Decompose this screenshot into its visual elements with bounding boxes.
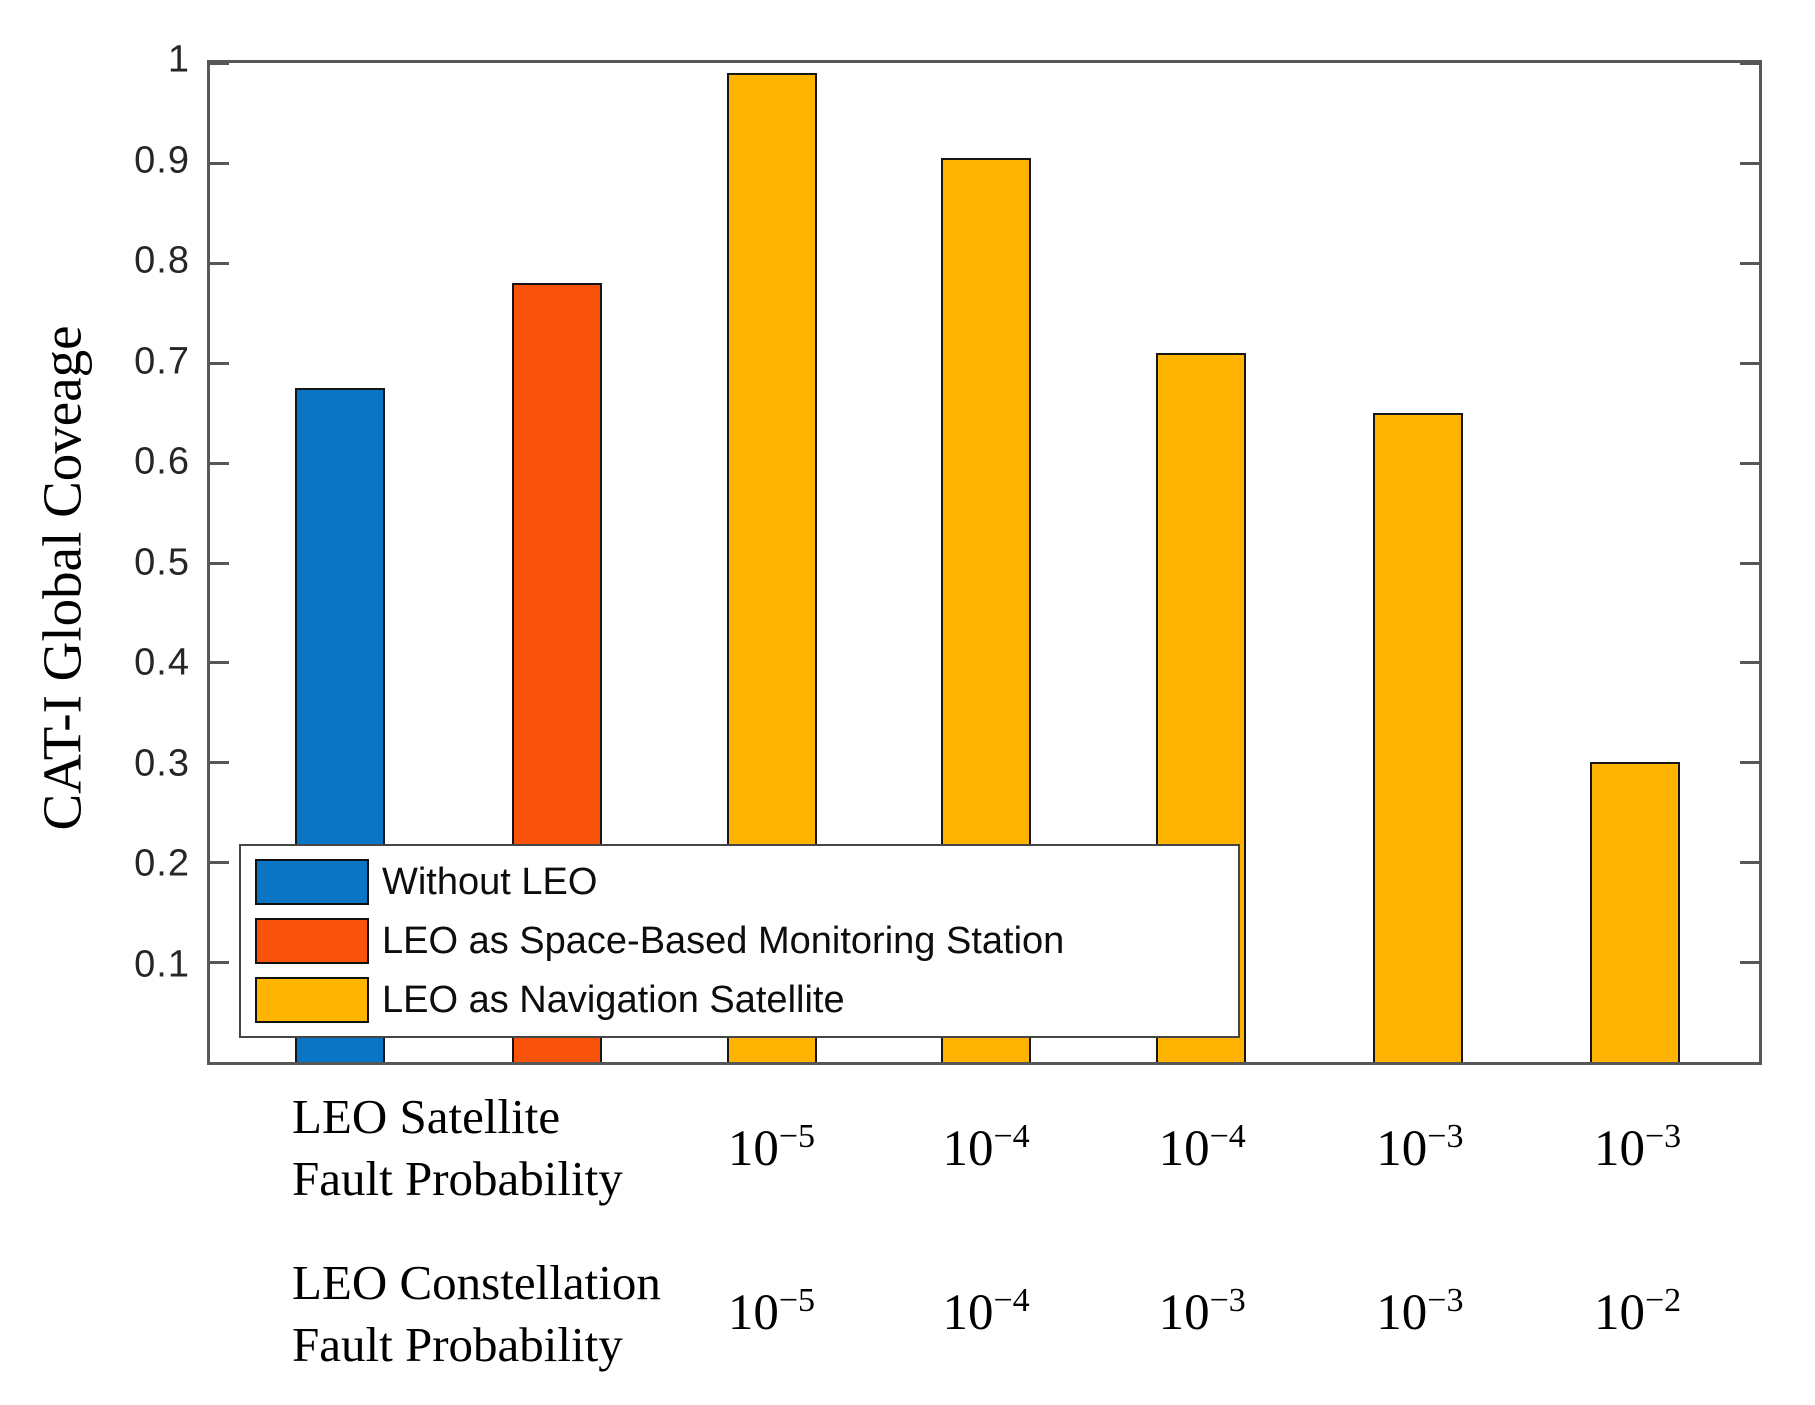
x-annotation-value: 10−5 [728, 1120, 815, 1178]
power-base: 10 [1594, 1285, 1645, 1341]
power-base: 10 [942, 1121, 994, 1177]
legend-row: LEO as Navigation Satellite [255, 977, 1224, 1023]
y-tick-label: 1 [167, 38, 190, 81]
y-tick-mark [1740, 62, 1759, 65]
y-tick-label: 0.8 [134, 239, 190, 282]
y-tick-mark [1740, 961, 1759, 965]
power-base: 10 [727, 1285, 779, 1341]
y-tick-mark [1740, 261, 1759, 265]
legend-label: Without LEO [382, 860, 598, 903]
power-exponent: −3 [1427, 1282, 1464, 1319]
y-tick-mark [210, 261, 229, 265]
bar-6 [1373, 412, 1464, 1062]
y-tick-label: 0.9 [134, 139, 190, 181]
y-tick-mark [210, 661, 229, 665]
power-base: 10 [942, 1285, 994, 1341]
x-annotation-value: 10−4 [942, 1284, 1029, 1342]
power-base: 10 [1376, 1285, 1428, 1341]
x-annotation-value: 10−3 [1376, 1120, 1463, 1178]
y-tick-mark [1740, 761, 1759, 765]
y-tick-mark [1740, 561, 1759, 565]
x-annotation-header: LEO Constellation Fault Probability [292, 1252, 661, 1376]
legend-row: LEO as Space-Based Monitoring Station [255, 918, 1224, 964]
legend-label: LEO as Space-Based Monitoring Station [382, 919, 1065, 962]
x-annotation-value: 10−4 [1159, 1120, 1246, 1178]
power-base: 10 [727, 1121, 779, 1177]
y-tick-label: 0.4 [134, 641, 190, 684]
legend-row: Without LEO [255, 859, 1224, 905]
power-exponent: −3 [1209, 1282, 1246, 1319]
plot-area: Without LEO LEO as Space-Based Monitoring… [207, 60, 1762, 1065]
y-tick-mark [1740, 161, 1759, 165]
y-tick-mark [1740, 861, 1759, 865]
y-axis-tick-labels: 1 0.9 0.8 0.7 0.6 0.5 0.4 0.3 0.2 0.1 [0, 39, 190, 1065]
power-base: 10 [1158, 1121, 1210, 1177]
x-annotation-value: 10−4 [942, 1120, 1029, 1178]
y-tick-label: 0.2 [134, 842, 190, 885]
x-annotation-header-line: LEO Satellite [292, 1089, 561, 1144]
y-tick-mark [210, 761, 229, 765]
y-tick-mark [1740, 461, 1759, 465]
y-tick-label: 0.5 [134, 541, 190, 583]
power-exponent: −3 [1645, 1118, 1682, 1155]
x-annotation-value: 10−3 [1594, 1120, 1681, 1178]
power-exponent: −5 [778, 1118, 816, 1155]
power-exponent: −3 [1427, 1118, 1464, 1155]
legend-swatch [255, 977, 369, 1023]
y-tick-label: 0.6 [134, 440, 190, 483]
x-annotation-value: 10−2 [1594, 1284, 1681, 1342]
y-tick-mark [1740, 361, 1759, 365]
x-annotation-header-line: Fault Probability [292, 1151, 623, 1207]
x-annotation-header: LEO Satellite Fault Probability [292, 1086, 623, 1210]
x-annotation-value: 10−3 [1159, 1284, 1246, 1342]
x-axis-annotations: LEO Satellite Fault Probability 10−5 10−4 10… [207, 1072, 1762, 1405]
y-tick-mark [210, 961, 229, 965]
y-tick-mark [210, 361, 229, 365]
legend-swatch [255, 859, 369, 905]
x-annotation-value: 10−5 [728, 1284, 815, 1342]
y-tick-mark [210, 461, 229, 465]
y-tick-mark [210, 62, 229, 65]
power-base: 10 [1158, 1285, 1210, 1341]
legend-swatch [255, 918, 369, 964]
y-tick-mark [210, 161, 229, 165]
y-tick-mark [210, 561, 229, 565]
y-tick-label: 0.3 [134, 742, 190, 784]
power-exponent: −2 [1645, 1282, 1682, 1319]
y-tick-label: 0.7 [134, 340, 190, 382]
power-base: 10 [1376, 1121, 1428, 1177]
legend: Without LEO LEO as Space-Based Monitoring… [239, 844, 1240, 1038]
legend-label: LEO as Navigation Satellite [382, 978, 845, 1021]
x-annotation-header-line: Fault Probability [292, 1317, 623, 1373]
power-base: 10 [1594, 1121, 1645, 1177]
power-exponent: −4 [1209, 1118, 1246, 1155]
bar-7 [1590, 762, 1680, 1062]
power-exponent: −5 [778, 1282, 816, 1319]
power-exponent: −4 [993, 1282, 1030, 1319]
power-exponent: −4 [993, 1118, 1030, 1155]
y-tick-mark [1740, 661, 1759, 665]
y-tick-label: 0.1 [134, 943, 190, 985]
x-annotation-value: 10−3 [1376, 1284, 1463, 1342]
x-annotation-header-line: LEO Constellation [292, 1255, 661, 1310]
y-tick-mark [210, 861, 229, 865]
